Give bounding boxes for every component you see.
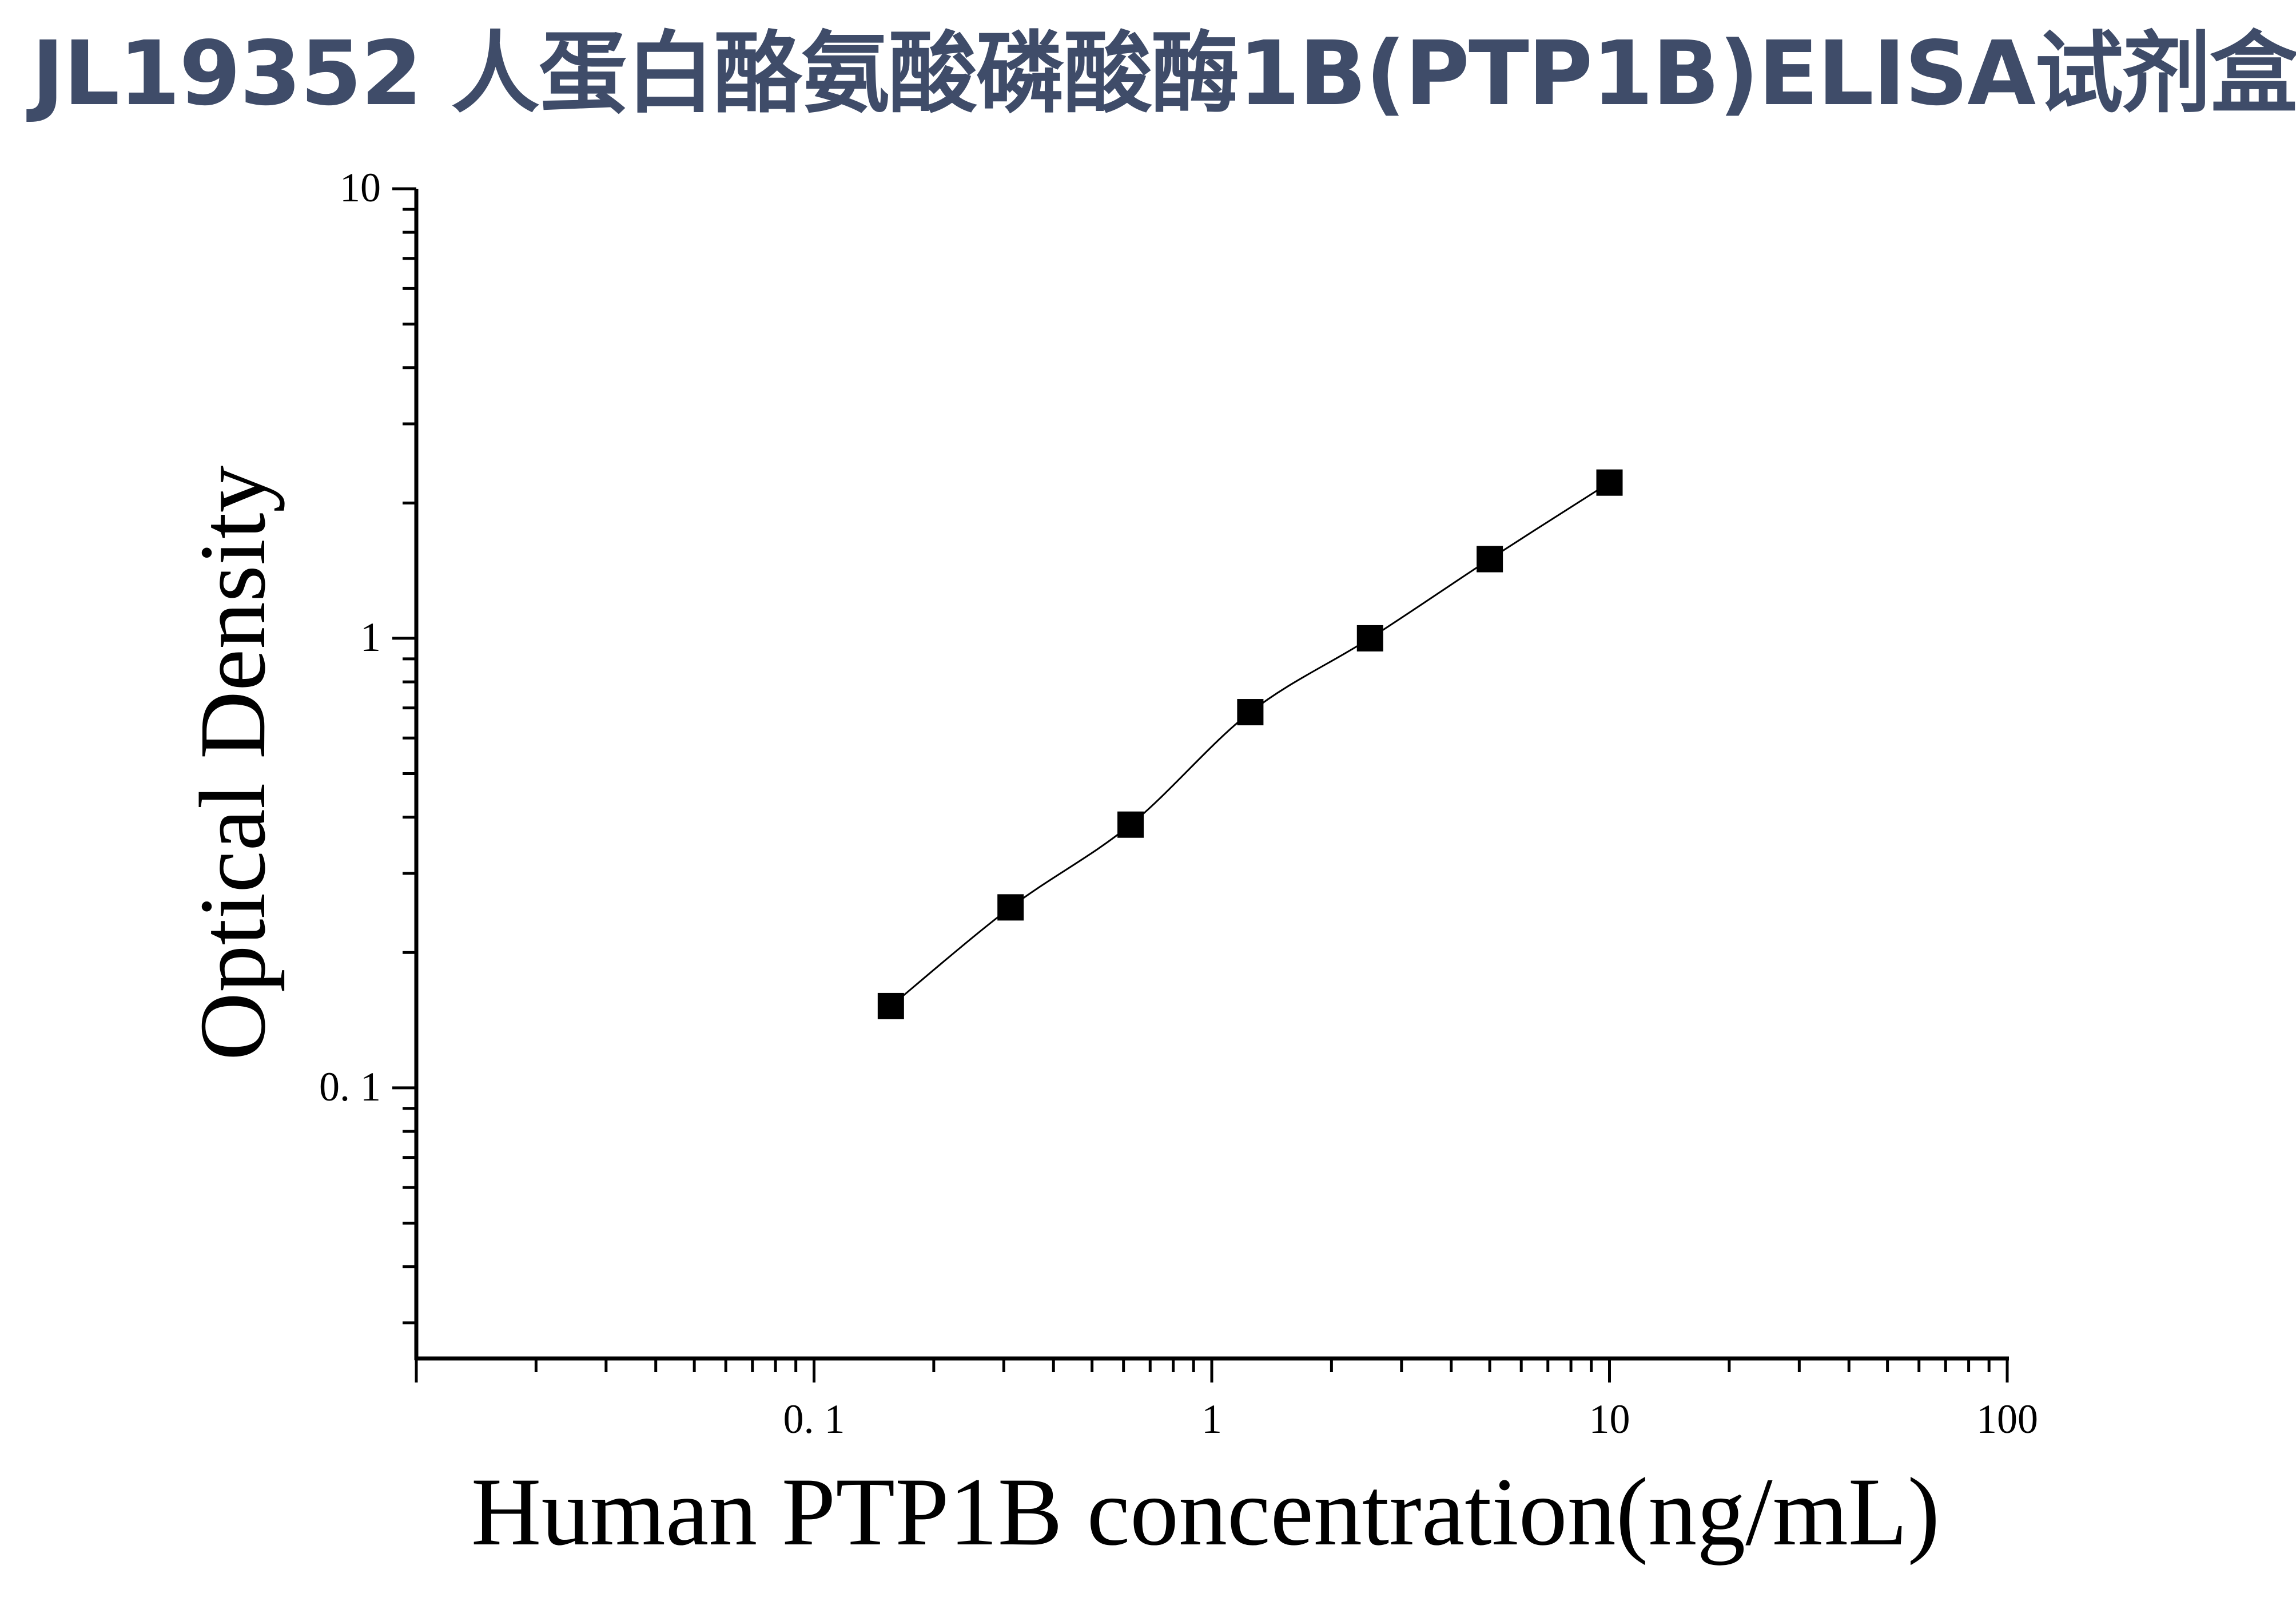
chart-tick-labels: 0. 1 1 10 100 0. 1 1 10 bbox=[319, 165, 2038, 1442]
data-point bbox=[1117, 811, 1144, 838]
x-tick-label: 10 bbox=[1589, 1396, 1630, 1442]
y-tick-label: 1 bbox=[360, 614, 381, 660]
data-point bbox=[1477, 546, 1503, 573]
page-title: JL19352 人蛋白酪氨酸磷酸酶1B(PTP1B)ELISA试剂盒 bbox=[31, 22, 2296, 125]
data-point bbox=[1237, 699, 1264, 726]
data-point bbox=[877, 992, 904, 1019]
data-point bbox=[1596, 469, 1623, 496]
x-tick-label: 1 bbox=[1201, 1396, 1222, 1442]
chart-ticks bbox=[392, 187, 2009, 1382]
y-tick-label: 0. 1 bbox=[319, 1064, 381, 1110]
y-tick-label: 10 bbox=[340, 165, 381, 210]
data-point bbox=[1356, 625, 1383, 651]
x-tick-label: 0. 1 bbox=[783, 1396, 845, 1442]
x-tick-label: 100 bbox=[1976, 1396, 2038, 1442]
data-points bbox=[877, 469, 1623, 1019]
x-axis-label: Human PTP1B concentration(ng/mL) bbox=[471, 1458, 1940, 1566]
data-point bbox=[997, 894, 1024, 921]
chart-axes bbox=[414, 189, 2009, 1361]
y-axis-label: Optical Density bbox=[180, 466, 285, 1060]
